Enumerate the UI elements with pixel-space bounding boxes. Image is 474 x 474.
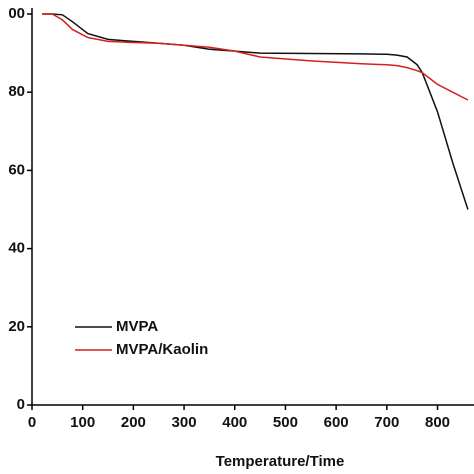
x-tick-label: 100	[70, 414, 95, 431]
x-tick-label: 0	[28, 414, 36, 431]
x-tick-label: 500	[273, 414, 298, 431]
x-tick-label: 300	[172, 414, 197, 431]
x-tick-label: 200	[121, 414, 146, 431]
y-tick-label: 0	[17, 396, 25, 413]
y-tick-label: 00	[8, 5, 25, 22]
y-tick-label: 40	[8, 240, 25, 257]
y-tick-label: 60	[8, 161, 25, 178]
y-tick-label: 20	[8, 318, 25, 335]
x-tick-label: 800	[425, 414, 450, 431]
legend-label: MVPA	[116, 318, 158, 335]
x-axis-title: Temperature/Time	[216, 453, 345, 470]
data-line	[42, 13, 469, 210]
data-line	[42, 13, 469, 101]
x-tick-label: 700	[374, 414, 399, 431]
legend-label: MVPA/Kaolin	[116, 341, 208, 358]
y-tick-label: 80	[8, 83, 25, 100]
x-tick-label: 400	[222, 414, 247, 431]
x-tick-label: 600	[324, 414, 349, 431]
